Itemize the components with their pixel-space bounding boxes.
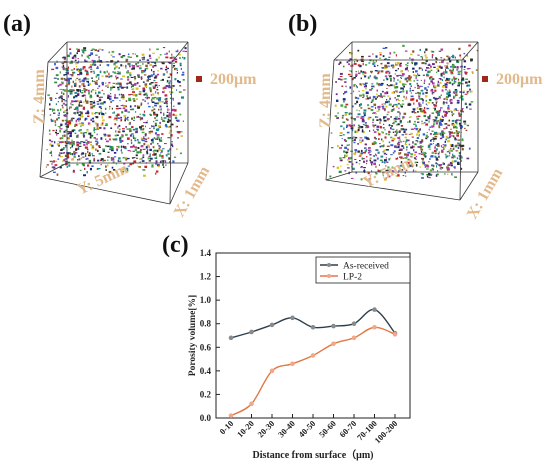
legend-marker: [327, 263, 331, 267]
y-tick-label: 0.6: [200, 342, 212, 352]
data-point: [372, 324, 377, 330]
scale-marker: [482, 76, 488, 82]
series-line-1: [230, 326, 396, 417]
data-point: [228, 335, 234, 341]
data-point: [249, 329, 254, 335]
data-point: [331, 341, 336, 347]
y-tick-label: 0.4: [200, 366, 212, 376]
x-tick-label: 20-30: [255, 418, 276, 439]
x-tick-label: 0-10: [217, 418, 235, 436]
y-tick-label: 1.0: [200, 295, 212, 305]
data-point: [249, 401, 254, 407]
axis-label-z: Z: 4mm: [31, 69, 48, 124]
data-point: [351, 321, 357, 327]
panel-a-label: (a): [3, 11, 31, 37]
panel-b-label: (b): [288, 11, 318, 37]
x-tick-label: 100-200: [372, 418, 399, 445]
x-tick-label: 10-20: [235, 418, 256, 439]
data-point: [228, 413, 234, 418]
x-axis-title: Distance from surface（μm): [252, 448, 373, 461]
x-tick-label: 50-60: [317, 418, 338, 439]
panel-c-label: (c): [162, 232, 189, 258]
data-point: [331, 323, 336, 329]
legend-box: [315, 256, 411, 284]
scale-label: 200μm: [210, 71, 257, 88]
data-point: [290, 361, 295, 367]
series-line-0: [230, 308, 396, 339]
legend-marker: [327, 274, 331, 278]
data-point: [310, 353, 316, 358]
data-point: [372, 307, 377, 312]
legend-label: LP-2: [343, 273, 362, 283]
y-axis-title: Porosity volume[%]: [188, 295, 198, 376]
pore-cloud: [329, 44, 479, 181]
y-tick-label: 1.4: [200, 248, 212, 258]
legend-label: As-received: [343, 262, 389, 272]
axis-label-z: Z: 4mm: [317, 73, 334, 128]
box-edges: [39, 41, 189, 205]
box-edges: [325, 41, 479, 201]
y-tick-label: 1.2: [200, 272, 212, 282]
data-point: [290, 315, 295, 321]
scale-label: 200μm: [496, 71, 543, 88]
y-tick-label: 0.8: [200, 319, 212, 329]
y-tick-label: 0.0: [200, 413, 212, 423]
data-point: [310, 324, 316, 330]
scale-marker: [196, 76, 202, 82]
data-point: [269, 368, 275, 374]
x-tick-label: 30-40: [276, 418, 297, 439]
data-point: [392, 332, 398, 337]
y-tick-label: 0.2: [200, 389, 212, 399]
data-point: [351, 335, 357, 341]
x-tick-label: 40-50: [296, 418, 317, 439]
data-point: [269, 322, 275, 328]
